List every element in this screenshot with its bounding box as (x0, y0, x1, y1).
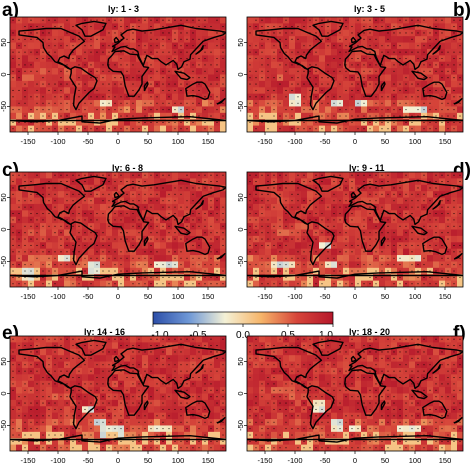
x-tick-label-6: 150 (439, 137, 452, 146)
x-tick-label-2: -50 (83, 292, 94, 301)
x-tick-label-3: 0 (116, 292, 120, 301)
y-tick-label-2: -50 (237, 256, 245, 267)
panel-letter-a: a) (2, 0, 19, 21)
correlation-map-b: -150 -100 -50 0 50 100 150 50 0 -50 (237, 16, 464, 146)
x-tick-label-0: -150 (257, 456, 272, 465)
y-tick-label-1: 0 (237, 227, 245, 231)
map-panel-b: b) ly: 3 - 5 -150 -100 -50 0 50 100 150 50 0 -50 (237, 0, 474, 155)
x-tick-label-2: -50 (83, 456, 94, 465)
panel-title-f: ly: 18 - 20 (349, 327, 391, 337)
x-tick-label-4: 50 (381, 137, 389, 146)
y-tick-label-1: 0 (0, 72, 8, 76)
x-tick-label-0: -150 (20, 456, 35, 465)
map-panel-e: e) ly: 14 - 16 -150-100-50050100150500-5… (0, 319, 237, 474)
x-tick-label-1: -100 (50, 456, 65, 465)
x-tick-label-5: 100 (172, 292, 185, 301)
x-tick-label-5: 100 (409, 456, 422, 465)
colorbar-tick-label-0: -1.0 (151, 330, 169, 341)
y-tick-label-2: -50 (0, 256, 8, 267)
correlation-map-e: -150 -100 -50 0 50 100 150 50 0 -50 (0, 335, 227, 465)
correlation-map-d: -150 -100 -50 0 50 100 150 50 0 -50 (237, 171, 464, 301)
x-tick-label-0: -150 (20, 292, 35, 301)
panel-title-c: ly: 6 - 8 (112, 163, 144, 173)
x-tick-label-4: 50 (144, 137, 152, 146)
x-tick-label-1: -100 (50, 137, 65, 146)
map-panel-c: c) ly: 6 - 8 -150-100-50050100150500-50 (0, 155, 237, 310)
x-tick-label-5: 100 (409, 292, 422, 301)
y-tick-label-0: 50 (0, 193, 8, 201)
x-tick-label-2: -50 (320, 137, 331, 146)
panel-title-d: ly: 9 - 11 (349, 163, 385, 173)
y-tick-label-0: 50 (0, 38, 8, 46)
colorbar-svg: -1.0 -0.5 0.0 0.5 1.0 (151, 311, 333, 341)
y-tick-label-0: 50 (237, 357, 245, 365)
x-tick-label-3: 0 (353, 292, 357, 301)
x-tick-label-6: 150 (439, 456, 452, 465)
y-tick-label-2: -50 (0, 101, 8, 112)
x-tick-label-4: 50 (381, 456, 389, 465)
x-tick-label-0: -150 (20, 137, 35, 146)
x-tick-label-5: 100 (172, 456, 185, 465)
x-tick-label-2: -50 (320, 456, 331, 465)
x-tick-label-1: -100 (287, 292, 302, 301)
x-tick-label-4: 50 (144, 456, 152, 465)
x-tick-label-5: 100 (172, 137, 185, 146)
panel-title-e: ly: 14 - 16 (84, 327, 126, 337)
y-tick-label-2: -50 (0, 420, 8, 431)
x-tick-label-1: -100 (50, 292, 65, 301)
y-tick-label-0: 50 (237, 193, 245, 201)
panel-letter-b: b) (453, 0, 471, 21)
x-tick-label-6: 150 (202, 137, 215, 146)
x-tick-label-4: 50 (381, 292, 389, 301)
colorbar-tick-label-1: -0.5 (189, 330, 207, 341)
colorbar: -1.0 -0.5 0.0 0.5 1.0 (150, 311, 336, 341)
y-tick-label-0: 50 (0, 357, 8, 365)
x-tick-label-5: 100 (409, 137, 422, 146)
map-panel-a: a) ly: 1 - 3 -150 -100 -50 0 50 100 150 50 0 -50 (0, 0, 237, 155)
x-tick-label-4: 50 (144, 292, 152, 301)
correlation-map-c: -150 -100 -50 0 50 100 150 50 0 -50 (0, 171, 227, 301)
x-tick-label-6: 150 (439, 292, 452, 301)
map-panel-f: f) ly: 18 - 20 -150-100-50050100150500-5… (237, 319, 474, 474)
y-tick-label-1: 0 (237, 72, 245, 76)
x-tick-label-2: -50 (83, 137, 94, 146)
correlation-map-a: -150 -100 -50 0 50 100 150 50 0 -50 (0, 16, 227, 146)
x-tick-label-2: -50 (320, 292, 331, 301)
colorbar-tick-label-3: 0.5 (281, 330, 295, 341)
x-tick-label-3: 0 (116, 137, 120, 146)
colorbar-tick-label-2: 0.0 (236, 330, 250, 341)
x-tick-label-6: 150 (202, 456, 215, 465)
panel-title-b: ly: 3 - 5 (354, 4, 386, 14)
x-tick-label-0: -150 (257, 137, 272, 146)
x-tick-label-3: 0 (353, 456, 357, 465)
x-tick-label-6: 150 (202, 292, 215, 301)
x-tick-label-0: -150 (257, 292, 272, 301)
colorbar-tick-label-4: 1.0 (319, 330, 333, 341)
x-tick-label-3: 0 (353, 137, 357, 146)
y-tick-label-2: -50 (237, 101, 245, 112)
correlation-map-f: -150 -100 -50 0 50 100 150 50 0 -50 (237, 335, 464, 465)
y-tick-label-1: 0 (0, 227, 8, 231)
panel-title-a: ly: 1 - 3 (108, 4, 140, 14)
y-tick-label-1: 0 (237, 391, 245, 395)
x-tick-label-1: -100 (287, 456, 302, 465)
x-tick-label-1: -100 (287, 137, 302, 146)
x-tick-label-3: 0 (116, 456, 120, 465)
y-tick-label-1: 0 (0, 391, 8, 395)
y-tick-label-0: 50 (237, 38, 245, 46)
map-panel-d: d) ly: 9 - 11 -150-100-50050100150500-50 (237, 155, 474, 310)
y-tick-label-2: -50 (237, 420, 245, 431)
